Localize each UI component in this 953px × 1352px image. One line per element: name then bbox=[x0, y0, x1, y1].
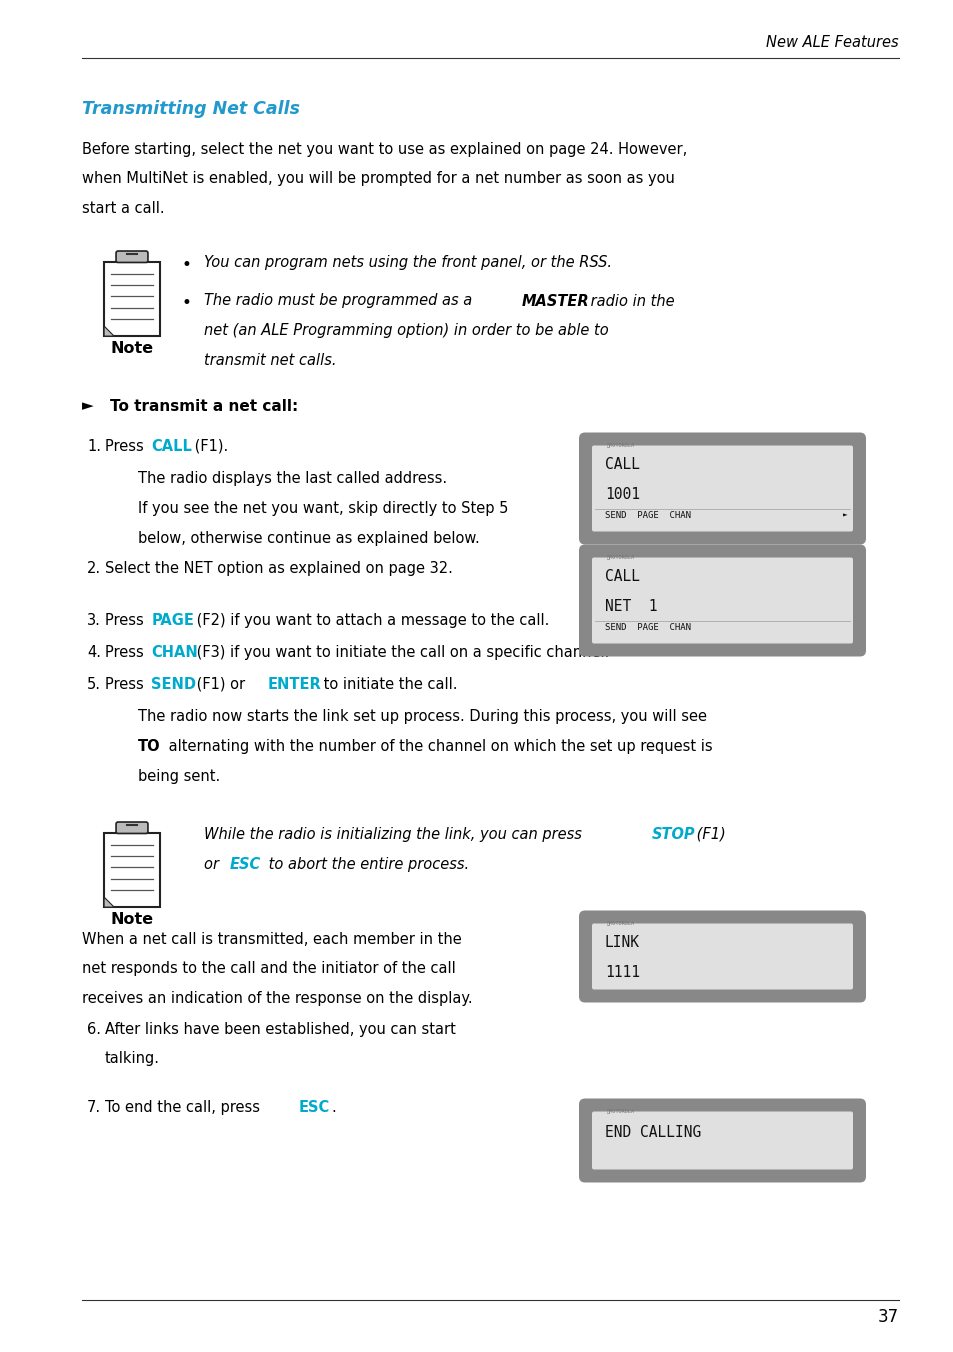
Text: STOP: STOP bbox=[651, 826, 695, 841]
Text: If you see the net you want, skip directly to Step 5: If you see the net you want, skip direct… bbox=[138, 500, 508, 515]
Text: talking.: talking. bbox=[105, 1051, 160, 1065]
Text: Note: Note bbox=[111, 341, 153, 356]
Text: ESC: ESC bbox=[298, 1099, 330, 1114]
Text: Press: Press bbox=[105, 645, 149, 660]
FancyBboxPatch shape bbox=[592, 923, 852, 990]
Text: net responds to the call and the initiator of the call: net responds to the call and the initiat… bbox=[82, 961, 456, 976]
Text: Note: Note bbox=[111, 913, 153, 927]
Text: net (an ALE Programming option) in order to be able to: net (an ALE Programming option) in order… bbox=[204, 323, 608, 338]
Text: ⓂMOTOROLA: ⓂMOTOROLA bbox=[606, 921, 635, 926]
Text: New ALE Features: New ALE Features bbox=[765, 35, 898, 50]
Text: While the radio is initializing the link, you can press: While the radio is initializing the link… bbox=[204, 826, 586, 841]
FancyBboxPatch shape bbox=[116, 822, 148, 833]
Text: to initiate the call.: to initiate the call. bbox=[318, 676, 457, 691]
Text: Before starting, select the net you want to use as explained on page 24. However: Before starting, select the net you want… bbox=[82, 142, 686, 157]
Text: 2.: 2. bbox=[87, 561, 101, 576]
Text: SEND  PAGE  CHAN: SEND PAGE CHAN bbox=[604, 622, 690, 631]
Text: CALL: CALL bbox=[604, 457, 639, 472]
Text: MASTER: MASTER bbox=[521, 293, 589, 308]
Text: below, otherwise continue as explained below.: below, otherwise continue as explained b… bbox=[138, 530, 479, 545]
Text: start a call.: start a call. bbox=[82, 201, 165, 216]
Text: Press: Press bbox=[105, 676, 149, 691]
Text: You can program nets using the front panel, or the RSS.: You can program nets using the front pan… bbox=[204, 256, 612, 270]
Text: Press: Press bbox=[105, 612, 149, 627]
Text: being sent.: being sent. bbox=[138, 768, 220, 784]
Text: 7.: 7. bbox=[87, 1099, 101, 1114]
FancyBboxPatch shape bbox=[592, 446, 852, 531]
Text: alternating with the number of the channel on which the set up request is: alternating with the number of the chann… bbox=[164, 738, 713, 753]
Text: When a net call is transmitted, each member in the: When a net call is transmitted, each mem… bbox=[82, 932, 461, 946]
FancyBboxPatch shape bbox=[578, 910, 865, 1002]
FancyBboxPatch shape bbox=[578, 545, 865, 657]
Text: 6.: 6. bbox=[87, 1022, 101, 1037]
Polygon shape bbox=[104, 326, 114, 337]
Text: To end the call, press: To end the call, press bbox=[105, 1099, 264, 1114]
Text: transmit net calls.: transmit net calls. bbox=[204, 353, 336, 368]
Text: ►: ► bbox=[82, 399, 93, 414]
FancyBboxPatch shape bbox=[116, 251, 148, 262]
FancyBboxPatch shape bbox=[104, 262, 160, 337]
FancyBboxPatch shape bbox=[578, 1099, 865, 1183]
Text: (F1).: (F1). bbox=[190, 438, 228, 453]
Text: The radio must be programmed as a: The radio must be programmed as a bbox=[204, 293, 477, 308]
Text: 4.: 4. bbox=[87, 645, 101, 660]
Text: ⓂMOTOROLA: ⓂMOTOROLA bbox=[606, 1109, 635, 1114]
Text: ►: ► bbox=[842, 511, 847, 519]
FancyBboxPatch shape bbox=[104, 833, 160, 907]
Text: .: . bbox=[331, 1099, 335, 1114]
Text: when MultiNet is enabled, you will be prompted for a net number as soon as you: when MultiNet is enabled, you will be pr… bbox=[82, 172, 674, 187]
Text: or: or bbox=[204, 857, 223, 872]
Text: 1.: 1. bbox=[87, 438, 101, 453]
Text: To transmit a net call:: To transmit a net call: bbox=[110, 399, 298, 414]
Text: CALL: CALL bbox=[152, 438, 193, 453]
Text: to abort the entire process.: to abort the entire process. bbox=[263, 857, 468, 872]
Text: (F3) if you want to initiate the call on a specific channel.: (F3) if you want to initiate the call on… bbox=[193, 645, 609, 660]
Text: •: • bbox=[182, 293, 192, 311]
Text: (F2) if you want to attach a message to the call.: (F2) if you want to attach a message to … bbox=[192, 612, 548, 627]
Text: CHAN: CHAN bbox=[152, 645, 198, 660]
Text: The radio displays the last called address.: The radio displays the last called addre… bbox=[138, 470, 447, 485]
Text: END CALLING: END CALLING bbox=[604, 1125, 700, 1140]
Text: receives an indication of the response on the display.: receives an indication of the response o… bbox=[82, 991, 472, 1006]
Text: 1001: 1001 bbox=[604, 487, 639, 502]
Text: SEND: SEND bbox=[152, 676, 196, 691]
Text: Transmitting Net Calls: Transmitting Net Calls bbox=[82, 100, 299, 118]
Text: ENTER: ENTER bbox=[267, 676, 321, 691]
Text: (F1): (F1) bbox=[691, 826, 725, 841]
Text: PAGE: PAGE bbox=[152, 612, 194, 627]
Polygon shape bbox=[104, 898, 114, 907]
Text: ⓂMOTOROLA: ⓂMOTOROLA bbox=[606, 556, 635, 560]
Text: Press: Press bbox=[105, 438, 149, 453]
Text: 1111: 1111 bbox=[604, 964, 639, 979]
Text: SEND  PAGE  CHAN: SEND PAGE CHAN bbox=[604, 511, 690, 519]
Text: radio in the: radio in the bbox=[585, 293, 674, 308]
Text: 5.: 5. bbox=[87, 676, 101, 691]
Text: ⓂMOTOROLA: ⓂMOTOROLA bbox=[606, 443, 635, 448]
Text: After links have been established, you can start: After links have been established, you c… bbox=[105, 1022, 456, 1037]
Text: (F1) or: (F1) or bbox=[193, 676, 250, 691]
Text: LINK: LINK bbox=[604, 934, 639, 949]
FancyBboxPatch shape bbox=[578, 433, 865, 545]
Text: ESC: ESC bbox=[230, 857, 260, 872]
Text: 37: 37 bbox=[877, 1307, 898, 1326]
Text: TO: TO bbox=[138, 738, 160, 753]
FancyBboxPatch shape bbox=[592, 557, 852, 644]
Text: The radio now starts the link set up process. During this process, you will see: The radio now starts the link set up pro… bbox=[138, 708, 706, 723]
Text: •: • bbox=[182, 256, 192, 273]
Text: Select the NET option as explained on page 32.: Select the NET option as explained on pa… bbox=[105, 561, 453, 576]
FancyBboxPatch shape bbox=[592, 1111, 852, 1169]
Text: 3.: 3. bbox=[87, 612, 101, 627]
Text: NET  1: NET 1 bbox=[604, 599, 657, 614]
Text: CALL: CALL bbox=[604, 568, 639, 584]
